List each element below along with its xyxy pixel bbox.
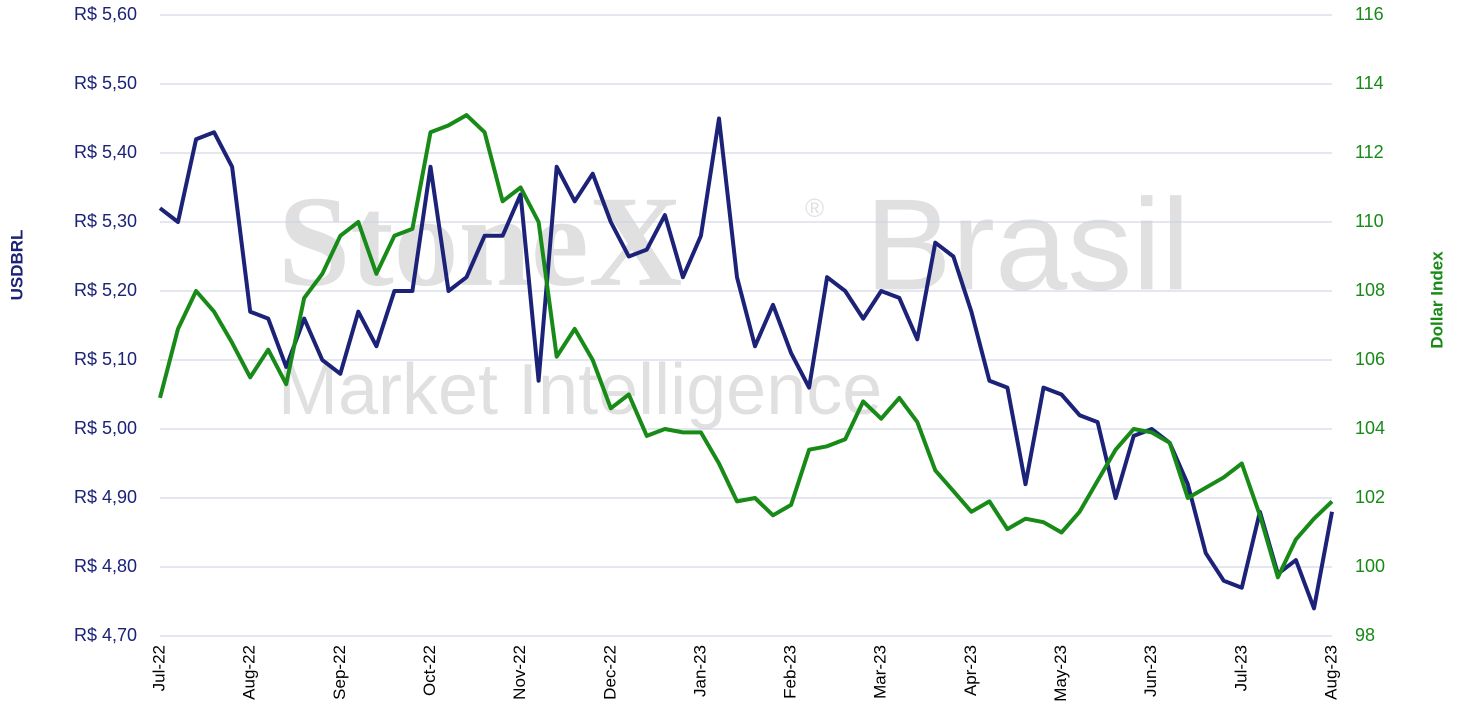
y2-tick-label: 102 — [1355, 487, 1385, 507]
x-tick-label: Dec-22 — [600, 645, 619, 700]
y-tick-label: R$ 5,30 — [74, 211, 137, 231]
series-line — [158, 116, 1334, 611]
x-tick-label: Jan-23 — [690, 645, 709, 697]
y-tick-label: R$ 5,00 — [74, 418, 137, 438]
watermark-text: Brasil — [865, 171, 1190, 317]
x-tick-label: Nov-22 — [510, 645, 529, 700]
y2-tick-label: 106 — [1355, 349, 1385, 369]
x-tick-label: Jul-23 — [1231, 645, 1250, 691]
y-axis-title: USDBRL — [7, 230, 26, 301]
y-tick-label: R$ 5,10 — [74, 349, 137, 369]
y2-tick-label: 108 — [1355, 280, 1385, 300]
x-tick-label: Aug-23 — [1321, 645, 1340, 700]
y2-tick-label: 110 — [1355, 211, 1384, 231]
y-tick-label: R$ 4,90 — [74, 487, 137, 507]
x-tick-label: May-23 — [1051, 645, 1070, 702]
watermark-text: Market Intelligence — [278, 350, 882, 430]
y-tick-label: R$ 5,20 — [74, 280, 137, 300]
y2-tick-label: 112 — [1355, 142, 1384, 162]
y2-tick-label: 116 — [1355, 4, 1384, 24]
x-tick-label: Oct-22 — [420, 645, 439, 696]
y-tick-label: R$ 5,50 — [74, 73, 137, 93]
x-tick-label: Sep-22 — [330, 645, 349, 700]
series-line — [158, 113, 1334, 580]
y2-tick-label: 114 — [1355, 73, 1384, 93]
y2-axis-title: Dollar Index — [1427, 251, 1446, 349]
watermark-text: ® — [805, 193, 824, 223]
y2-tick-label: 104 — [1355, 418, 1385, 438]
watermark: StoneX ® Brasil Market Intelligence — [278, 170, 1190, 430]
y2-tick-label: 100 — [1355, 556, 1385, 576]
x-tick-label: Aug-22 — [240, 645, 259, 700]
x-tick-label: Feb-23 — [781, 645, 800, 699]
x-tick-label: Mar-23 — [871, 645, 890, 699]
x-tick-label: Jun-23 — [1141, 645, 1160, 697]
y-tick-label: R$ 4,70 — [74, 625, 137, 645]
x-tick-label: Jul-22 — [149, 645, 168, 691]
x-tick-label: Apr-23 — [961, 645, 980, 696]
y2-tick-label: 98 — [1355, 625, 1375, 645]
y-tick-label: R$ 5,60 — [74, 4, 137, 24]
y-tick-label: R$ 4,80 — [74, 556, 137, 576]
y-tick-label: R$ 5,40 — [74, 142, 137, 162]
